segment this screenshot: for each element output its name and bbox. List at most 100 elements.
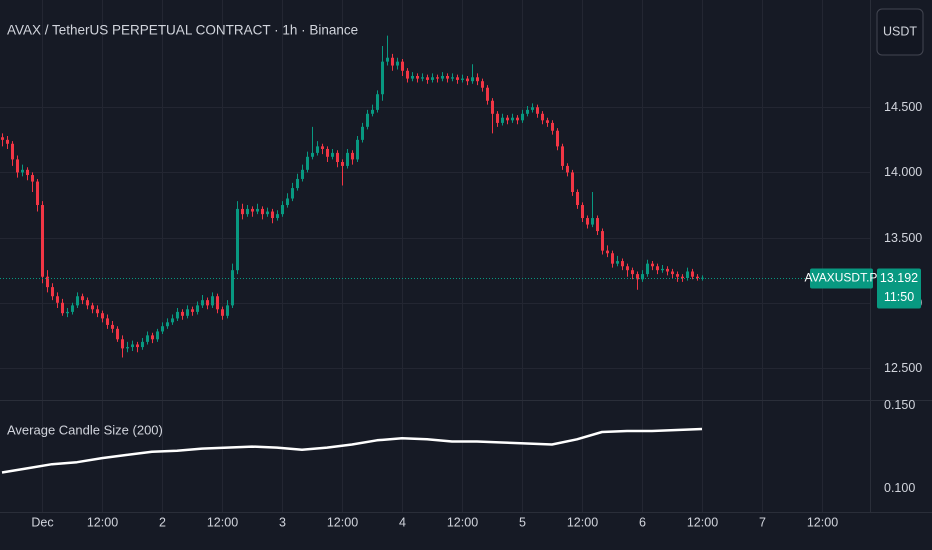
candle-body (326, 148, 329, 157)
candle-body (431, 77, 434, 80)
candle-body (436, 77, 439, 79)
candle-body (1, 137, 4, 140)
candle-body (421, 77, 424, 79)
candle-body (581, 205, 584, 219)
candle-body (291, 188, 294, 199)
currency-button[interactable] (876, 8, 924, 56)
candle-body (171, 318, 174, 323)
candle-body (401, 61, 404, 71)
candle-body (336, 152, 339, 163)
x-tick-label: 12:00 (567, 515, 598, 529)
candle-body (646, 263, 649, 275)
candle-body (356, 139, 359, 160)
candle-body (481, 81, 484, 88)
candle-body (211, 296, 214, 306)
candle-body (131, 344, 134, 348)
candle-body (321, 146, 324, 149)
y-tick-label: 12.500 (884, 361, 922, 375)
candle-body (261, 208, 264, 215)
candle-body (376, 94, 379, 110)
candle-body (206, 300, 209, 306)
candle-body (251, 208, 254, 212)
candle-body (471, 77, 474, 82)
candle-body (586, 218, 589, 225)
candle-body (11, 143, 14, 160)
candle-body (676, 274, 679, 277)
candle-body (556, 130, 559, 147)
candle-body (686, 271, 689, 279)
x-tick-label: 12:00 (807, 515, 838, 529)
candle-body (66, 311, 69, 314)
candle-body (111, 324, 114, 329)
candle-body (331, 152, 334, 157)
candle-body (311, 152, 314, 157)
currency-button-label[interactable]: USDT (883, 24, 917, 38)
indicator-line (1, 427, 703, 474)
candle-body (396, 61, 399, 66)
candle-body (641, 274, 644, 280)
candle-body (626, 266, 629, 271)
x-tick-label: 2 (159, 515, 166, 529)
marks (0, 35, 870, 474)
candle-body (226, 305, 229, 316)
candle-body (671, 271, 674, 275)
candle-body (666, 268, 669, 272)
candle-body (631, 270, 634, 275)
candle-body (316, 146, 319, 153)
labels: Dec 12:00 2 12:00 3 12:00 4 12:00 5 12:00 6 12:00 7 1… (31, 100, 922, 530)
candle-body (446, 75, 449, 79)
candle-body (216, 296, 219, 310)
candle-body (136, 344, 139, 348)
candle-body (406, 70, 409, 79)
x-tick-label: 12:00 (687, 515, 718, 529)
candle-body (236, 208, 239, 271)
candle-body (281, 205, 284, 215)
candle-body (121, 339, 124, 349)
candle-body (156, 331, 159, 340)
chart-title: AVAX / TetherUS PERPETUAL CONTRACT · 1h … (7, 23, 358, 38)
y-tick-label: 13.500 (884, 231, 922, 245)
candle-body (101, 313, 104, 319)
candle-body (61, 302, 64, 314)
candle-body (296, 178, 299, 189)
symbol-label: AVAXUSDT.P (805, 271, 878, 285)
y-tick-label: 14.000 (884, 165, 922, 179)
candle-body (411, 75, 414, 79)
candle-body (196, 305, 199, 312)
candle-body (511, 117, 514, 121)
candle-body (361, 126, 364, 140)
candle-body (221, 309, 224, 316)
candle-body (186, 309, 189, 316)
candle-body (241, 208, 244, 215)
candle-body (651, 263, 654, 267)
candle-body (506, 117, 509, 121)
candle-body (371, 109, 374, 114)
candle-body (51, 287, 54, 297)
candle-body (161, 326, 164, 332)
candle-body (16, 159, 19, 173)
candle-body (601, 231, 604, 251)
candle-body (6, 139, 9, 144)
last-price-box (877, 268, 921, 309)
candle-body (546, 120, 549, 123)
candle-body (516, 117, 519, 121)
x-tick-label: 7 (759, 515, 766, 529)
candle-body (286, 198, 289, 206)
candle-body (166, 322, 169, 327)
candle-body (521, 113, 524, 121)
candle-body (81, 296, 84, 301)
candle-body (416, 75, 419, 79)
candle-body (86, 300, 89, 306)
candle-body (201, 300, 204, 306)
candle-body (571, 172, 574, 192)
candle-body (636, 274, 639, 280)
candle-body (351, 152, 354, 160)
candle-body (181, 311, 184, 316)
x-tick-label: 3 (279, 515, 286, 529)
symbol-label-box (810, 268, 873, 289)
candle-body (126, 347, 129, 349)
candle-body (306, 156, 309, 170)
candle-body (91, 305, 94, 310)
